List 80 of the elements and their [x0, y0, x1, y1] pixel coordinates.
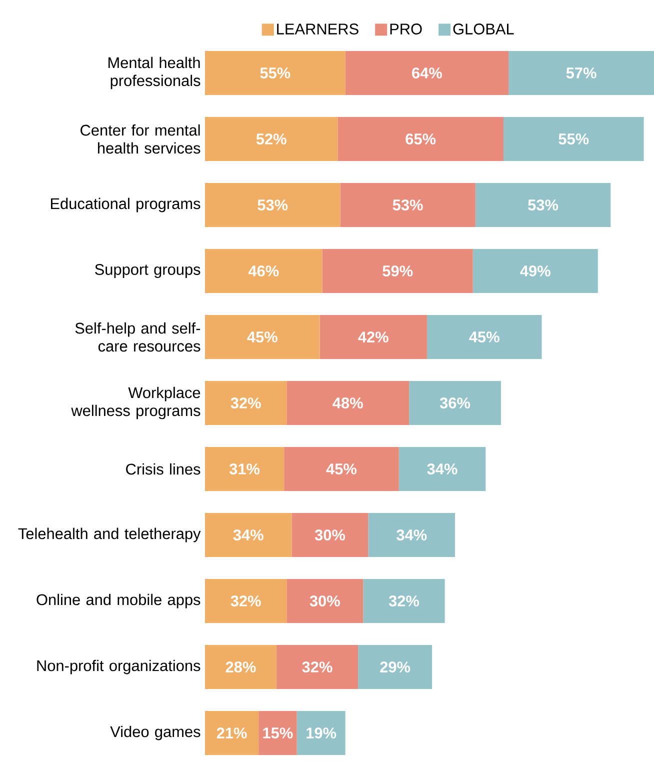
data-label: 32% [302, 662, 332, 672]
data-label: 53% [258, 200, 288, 210]
bar [205, 447, 284, 492]
y-tick-label: Crisis lines [126, 463, 200, 475]
bar [398, 447, 486, 492]
bar [475, 183, 611, 228]
legend-label: GLOBAL [453, 24, 514, 34]
data-label: 52% [256, 134, 286, 144]
bar [205, 183, 340, 228]
legend-label: LEARNERS [277, 24, 358, 34]
data-label: 55% [260, 68, 290, 78]
data-label: 32% [230, 398, 261, 408]
data-label: 34% [233, 530, 264, 540]
y-tick-label: Workplace wellness programs [71, 386, 200, 420]
bar [340, 183, 476, 228]
bar [338, 117, 504, 162]
data-label: 57% [566, 68, 596, 78]
bar [358, 645, 432, 690]
y-tick-label: Non-profit organizations [37, 660, 200, 674]
data-label: 30% [314, 530, 346, 540]
data-label: 31% [229, 464, 260, 474]
data-label: 29% [380, 662, 410, 672]
bar [322, 249, 473, 294]
data-label: 30% [310, 596, 340, 606]
y-tick-label: Video games [110, 726, 200, 740]
data-label: 32% [388, 596, 420, 606]
y-tick-label: Educational programs [50, 198, 200, 212]
y-tick-label: Online and mobile apps [36, 594, 200, 608]
bar [409, 381, 501, 426]
y-tick-label: Center for mental health services [80, 124, 200, 154]
bar [205, 249, 322, 294]
data-label: 53% [528, 200, 558, 210]
y-tick-label: Mental health professionals [108, 56, 200, 90]
bar [205, 579, 287, 624]
data-label: 55% [558, 134, 589, 144]
data-label: 45% [469, 332, 500, 342]
data-label: 34% [396, 530, 427, 540]
data-label: 64% [412, 68, 442, 78]
bar [426, 315, 542, 360]
data-label: 45% [247, 332, 278, 342]
bar [205, 711, 259, 756]
data-label: 34% [427, 464, 458, 474]
bar [320, 315, 427, 360]
legend-label: PRO [390, 24, 422, 34]
y-tick-label: Support groups [95, 264, 200, 278]
bar [286, 579, 364, 624]
bar [503, 117, 644, 162]
bar [284, 447, 399, 492]
data-label: 19% [306, 728, 336, 738]
data-label: 15% [263, 728, 293, 738]
bar [508, 51, 654, 95]
bar [258, 711, 297, 756]
data-label: 49% [520, 266, 550, 276]
data-label: 42% [358, 332, 388, 342]
data-label: 28% [226, 662, 256, 672]
data-label: 36% [440, 398, 470, 408]
bar [368, 513, 456, 558]
y-tick-label: Telehealth and teletherapy [18, 528, 201, 542]
bar [276, 645, 358, 690]
data-label: 48% [332, 398, 363, 408]
data-label: 65% [406, 134, 436, 144]
data-label: 59% [382, 266, 413, 276]
bar [296, 711, 346, 756]
bar [345, 51, 509, 95]
bar [205, 117, 338, 162]
bar [205, 513, 292, 558]
bar [472, 249, 598, 294]
data-label: 46% [248, 266, 279, 276]
bar [286, 381, 410, 426]
data-label: 53% [392, 200, 423, 210]
data-label: 45% [326, 464, 357, 474]
bar [292, 513, 368, 558]
bar [205, 645, 276, 690]
data-label: 32% [230, 596, 261, 606]
y-tick-label: Self-help and self-care resources [75, 322, 200, 352]
bar [363, 579, 445, 624]
bar [205, 51, 346, 95]
data-label: 21% [216, 728, 247, 738]
bar [205, 381, 287, 426]
bar [205, 315, 320, 360]
